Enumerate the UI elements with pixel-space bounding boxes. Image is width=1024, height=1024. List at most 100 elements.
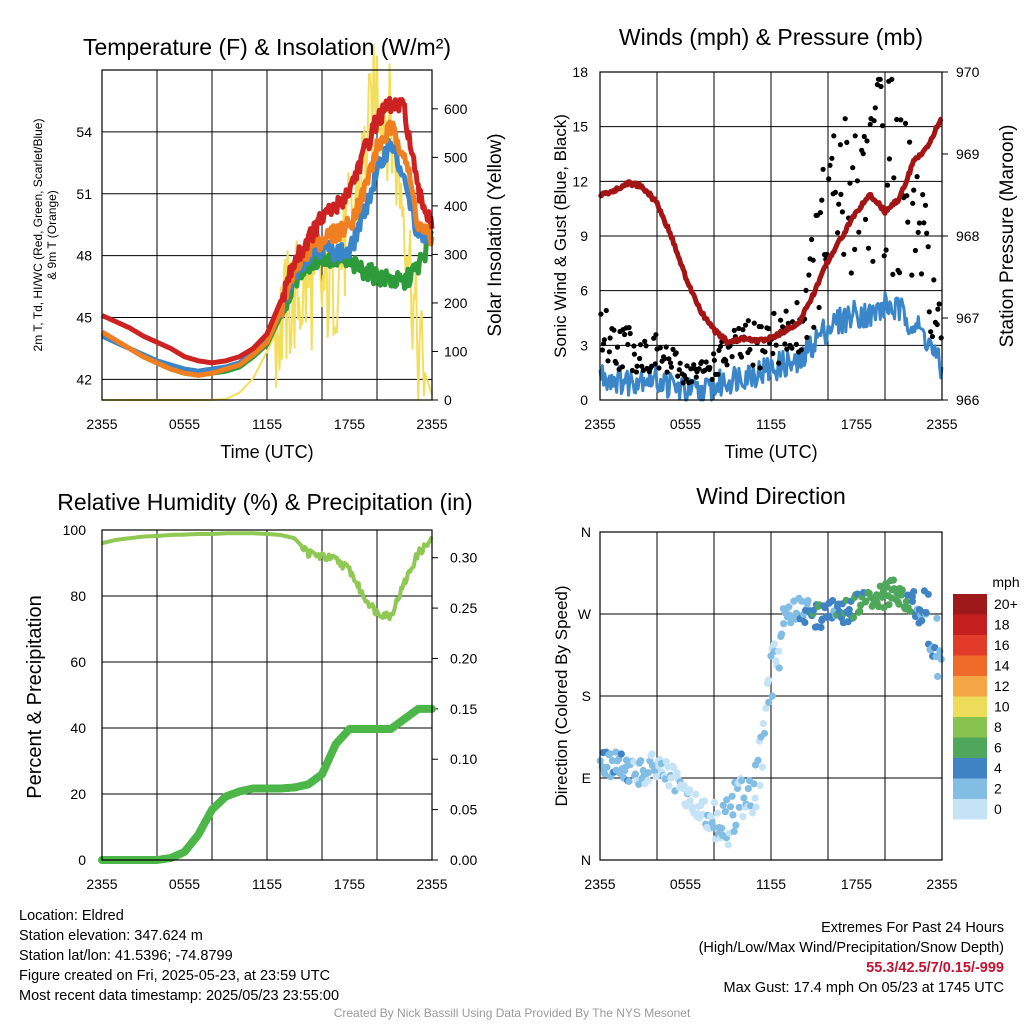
wind-gust-point xyxy=(688,379,695,385)
dir-legend-label: 14 xyxy=(994,658,1010,674)
wind-gust-point xyxy=(884,182,891,188)
wind-gust-point xyxy=(670,346,676,352)
created-line: Figure created on Fri, 2025-05-23, at 23… xyxy=(19,968,331,984)
dir-point xyxy=(625,777,633,786)
temp-xtick-label: 0555 xyxy=(169,416,200,432)
dir-legend-swatch xyxy=(953,635,987,656)
wind-gust-point xyxy=(613,360,619,366)
wind-gust-point xyxy=(860,151,866,157)
dir-point xyxy=(759,719,767,728)
wind-gust-point xyxy=(622,331,628,338)
wind-gust-point xyxy=(820,166,826,172)
dir-legend-label: 8 xyxy=(994,719,1002,735)
wind-gust-point xyxy=(662,356,668,362)
dir-point xyxy=(603,763,611,771)
wind-yright-tick-label: 968 xyxy=(956,228,980,244)
wind-gust-point xyxy=(819,197,825,203)
dir-legend-label: 10 xyxy=(994,699,1010,715)
wind-gust-point xyxy=(827,162,833,168)
wind-gust-point xyxy=(848,270,854,276)
dir-point xyxy=(778,630,786,638)
wind-gust-point xyxy=(862,216,869,222)
dir-point xyxy=(735,803,743,811)
recent-data-line: Most recent data timestamp: 2025/05/23 2… xyxy=(19,988,340,1004)
wind-gust-point xyxy=(627,330,633,337)
wind-gust-point xyxy=(838,191,844,197)
wind-gust-point xyxy=(881,253,887,259)
wind-xlabel: Time (UTC) xyxy=(724,442,817,462)
wind-yright-tick-label: 967 xyxy=(956,310,980,326)
wind-gust-point xyxy=(894,116,900,123)
dir-point xyxy=(937,655,945,663)
temp-ytick-label: 51 xyxy=(76,186,92,202)
dir-point xyxy=(787,619,795,627)
dir-point xyxy=(765,698,773,706)
dir-point xyxy=(730,827,738,836)
wind-gust-point xyxy=(842,116,848,122)
wind-gust-point xyxy=(928,329,934,335)
wind-gust-point xyxy=(898,117,904,123)
dir-point xyxy=(885,601,893,609)
wind-gust-point xyxy=(619,364,626,370)
dir-xtick-label: 2355 xyxy=(584,876,615,892)
wind-gust-point xyxy=(736,325,742,332)
temp-ytick-label: 54 xyxy=(76,124,92,140)
dir-point xyxy=(768,692,776,700)
extremes-subtitle: (High/Low/Max Wind/Precipitation/Snow De… xyxy=(698,940,1004,956)
dir-point xyxy=(707,813,715,821)
dir-point xyxy=(648,750,656,758)
rh-plot-frame xyxy=(101,529,433,861)
wind-gust-point xyxy=(889,76,895,82)
dir-point xyxy=(775,647,783,655)
dir-point xyxy=(889,576,898,584)
wind-yright-tick-label: 966 xyxy=(956,392,980,408)
wind-gust-point xyxy=(847,180,853,186)
temp-plot-frame xyxy=(101,69,433,401)
wind-gust-point xyxy=(817,210,824,216)
wind-gust-point xyxy=(758,324,764,330)
dir-point xyxy=(780,620,788,628)
rh-ylabel: Percent & Precipitation xyxy=(24,595,46,798)
wind-ytick-label: 15 xyxy=(572,119,588,135)
wind-gust-point xyxy=(782,341,788,347)
temp-ytick-label: 42 xyxy=(76,371,92,387)
dir-legend-label: 4 xyxy=(994,760,1002,776)
dir-legend-swatch xyxy=(953,676,987,697)
dir-point xyxy=(661,775,669,783)
dir-point xyxy=(665,782,673,790)
wind-gust-point xyxy=(935,306,941,312)
dir-ytick-label: N xyxy=(581,852,591,868)
wind-gust-point xyxy=(867,121,873,127)
wind-gust-point xyxy=(904,193,910,199)
dir-point xyxy=(644,776,652,785)
wind-gust-point xyxy=(852,133,858,139)
wind-ytick-label: 3 xyxy=(580,337,588,353)
wind-gust-point xyxy=(711,357,718,363)
wind-series-pressure xyxy=(597,116,944,346)
dir-legend-swatch xyxy=(953,778,987,799)
wind-yright-tick-label: 969 xyxy=(956,146,980,162)
wind-xtick-label: 0555 xyxy=(670,416,701,432)
wind-gust-point xyxy=(784,346,790,352)
dir-point xyxy=(817,623,825,632)
wind-xtick-label: 1155 xyxy=(756,416,786,432)
dir-point xyxy=(606,750,614,758)
wind-gust-point xyxy=(776,360,782,366)
wind-gust-point xyxy=(870,258,876,264)
dir-point xyxy=(767,652,775,660)
temp-xtick-label: 2355 xyxy=(86,416,117,432)
rh-chart-title: Relative Humidity (%) & Precipitation (i… xyxy=(57,489,472,515)
dir-ylabel: Direction (Colored By Speed) xyxy=(552,585,571,806)
rh-ytick-label: 0 xyxy=(78,852,86,868)
dir-point xyxy=(721,808,729,816)
wind-gust-point xyxy=(634,363,640,369)
wind-gust-point xyxy=(806,272,812,278)
wind-chart-title: Winds (mph) & Pressure (mb) xyxy=(619,24,923,50)
wind-gust-point xyxy=(677,360,683,366)
wind-gust-point xyxy=(717,343,724,349)
dir-xtick-label: 1155 xyxy=(756,876,786,892)
wind-gust-point xyxy=(724,362,730,368)
wind-gust-point xyxy=(750,362,756,368)
wind-xtick-label: 1755 xyxy=(841,416,872,432)
dir-legend-label: 0 xyxy=(994,801,1002,817)
